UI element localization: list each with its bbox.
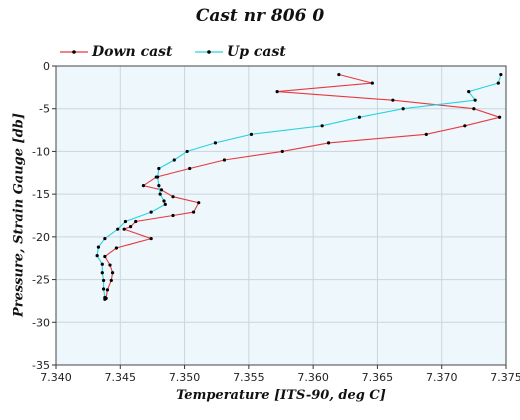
data-point-up-cast [499, 72, 503, 77]
series-line-up-cast [96, 74, 502, 300]
data-point-down-cast [154, 175, 158, 179]
data-point-down-cast [188, 166, 192, 171]
data-point-up-cast [157, 184, 161, 188]
data-point-up-cast [95, 254, 99, 258]
data-point-down-cast [110, 271, 115, 275]
data-point-up-cast [401, 107, 405, 111]
data-point-up-cast [249, 132, 254, 136]
series-line-down-cast [104, 73, 502, 299]
data-point-up-cast [96, 245, 101, 249]
y-tick-label: 0 [43, 60, 50, 73]
data-point-down-cast [222, 158, 227, 162]
legend-swatch-down-cast [60, 50, 88, 54]
legend-label-down-cast: Down cast [92, 44, 173, 60]
data-point-up-cast [185, 149, 189, 154]
y-axis-label: Pressure, Strain Gauge [db] [11, 112, 27, 318]
data-point-up-cast [496, 81, 500, 85]
data-point-up-cast [213, 141, 218, 145]
data-point-up-cast [101, 278, 106, 283]
data-point-up-cast [163, 202, 167, 206]
data-point-up-cast [320, 124, 324, 128]
data-point-down-cast [105, 288, 110, 292]
x-tick-label: 7.340 [40, 371, 72, 384]
x-tick-label: 7.350 [169, 371, 201, 384]
data-point-down-cast [128, 225, 133, 229]
data-point-up-cast [103, 236, 107, 241]
data-point-up-cast [162, 199, 166, 203]
y-tick-label: -15 [32, 188, 50, 201]
data-point-up-cast [158, 192, 162, 196]
y-tick-label: -35 [32, 359, 50, 372]
data-point-up-cast [467, 90, 471, 94]
y-tick-label: -10 [32, 145, 50, 158]
x-tick-label: 7.355 [233, 371, 265, 384]
data-point-up-cast [116, 227, 120, 231]
data-point-down-cast [326, 141, 331, 145]
data-point-up-cast [172, 158, 176, 162]
data-point-down-cast [472, 107, 476, 111]
x-tick-label: 7.370 [426, 371, 458, 384]
data-point-up-cast [123, 219, 128, 224]
data-point-down-cast [191, 210, 196, 214]
plot-background [56, 66, 506, 365]
data-point-up-cast [155, 175, 160, 179]
data-point-down-cast [149, 236, 153, 241]
data-point-up-cast [473, 98, 477, 102]
data-point-down-cast [391, 98, 395, 102]
legend-entry-down-cast: Down cast [60, 43, 173, 61]
data-point-down-cast [337, 72, 341, 77]
y-tick-label: -20 [32, 231, 50, 244]
data-point-down-cast [134, 219, 138, 224]
data-point-down-cast [103, 254, 107, 259]
x-tick-label: 7.360 [297, 371, 329, 384]
data-point-down-cast [171, 195, 175, 199]
data-point-down-cast [463, 124, 467, 128]
data-point-down-cast [141, 184, 146, 188]
data-point-down-cast [275, 90, 279, 94]
plot-frame [55, 65, 507, 366]
data-point-down-cast [280, 149, 284, 154]
data-point-down-cast [171, 213, 175, 218]
legend-entry-up-cast: Up cast [195, 43, 286, 61]
data-point-down-cast [108, 263, 112, 267]
legend-swatch-up-cast [195, 50, 223, 54]
data-point-down-cast [122, 227, 126, 231]
data-point-up-cast [101, 287, 106, 291]
data-point-down-cast [424, 132, 428, 136]
x-tick-label: 7.365 [362, 371, 394, 384]
data-point-down-cast [197, 201, 201, 205]
x-axis-label: Temperature [ITS-90, deg C] [176, 388, 386, 403]
y-tick-label: -25 [32, 274, 50, 287]
x-tick-label: 7.345 [105, 371, 137, 384]
data-point-up-cast [103, 295, 107, 300]
data-point-down-cast [370, 81, 374, 85]
data-point-down-cast [109, 278, 113, 283]
data-point-down-cast [159, 188, 164, 192]
legend-label-up-cast: Up cast [227, 44, 286, 60]
data-point-up-cast [149, 210, 153, 214]
data-point-up-cast [157, 166, 161, 171]
data-point-up-cast [100, 262, 104, 266]
data-point-up-cast [100, 271, 104, 275]
data-point-up-cast [103, 297, 107, 301]
y-tick-label: -30 [32, 316, 50, 329]
y-tick-label: -5 [39, 103, 50, 116]
data-point-up-cast [357, 115, 362, 119]
x-tick-label: 7.375 [490, 371, 520, 384]
data-point-down-cast [497, 115, 502, 119]
data-point-down-cast [104, 296, 108, 300]
data-point-down-cast [114, 246, 119, 250]
chart-title: Cast nr 806 0 [195, 6, 325, 26]
